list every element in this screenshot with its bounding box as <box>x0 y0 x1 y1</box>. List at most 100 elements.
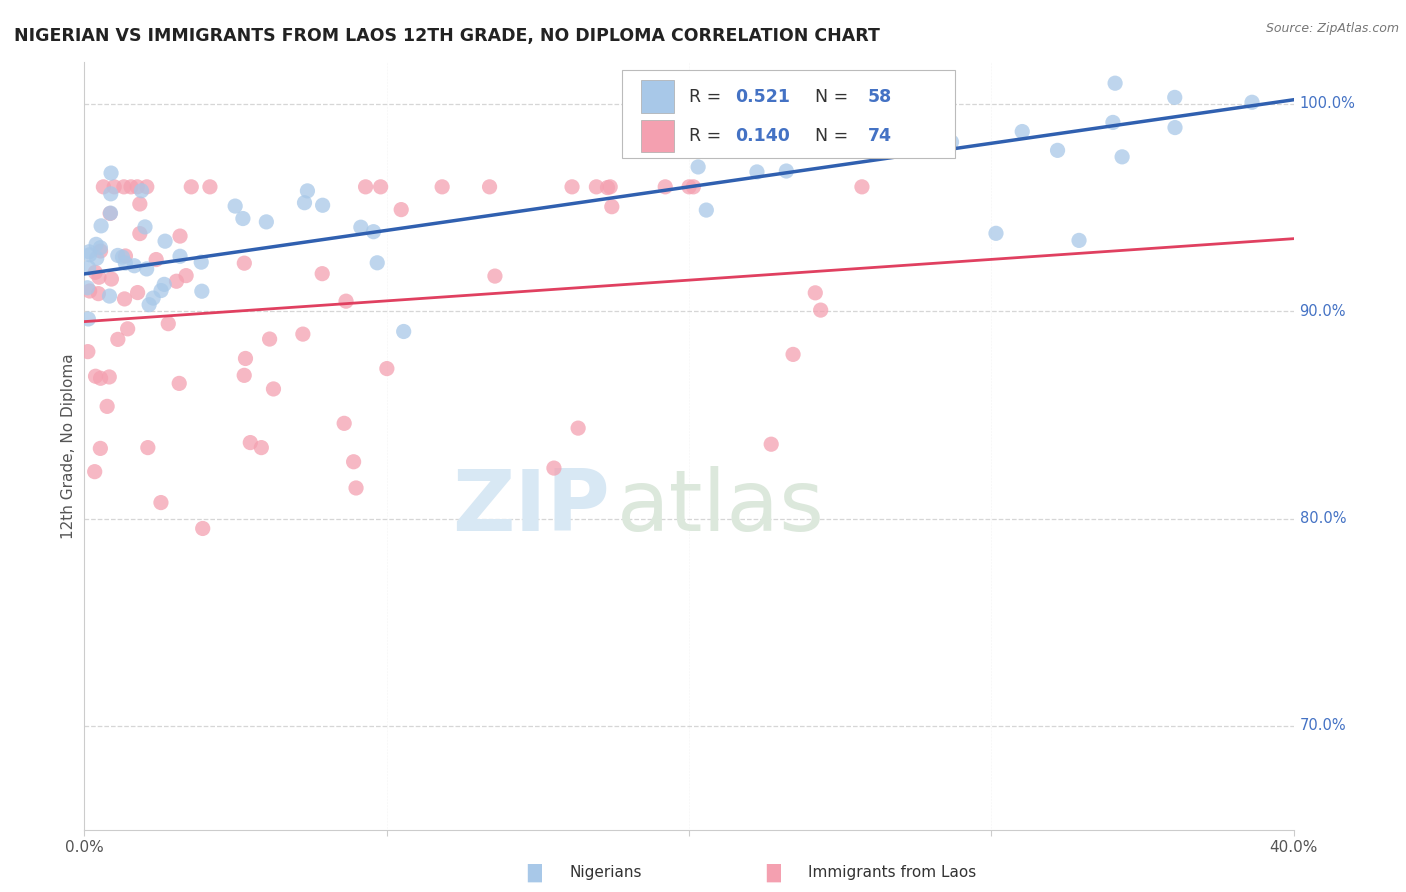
Point <box>235 351 257 366</box>
Text: R =: R = <box>689 128 727 145</box>
Point <box>1111 150 1133 164</box>
Point <box>138 298 160 312</box>
Point <box>782 347 804 361</box>
Point <box>150 284 173 298</box>
Point <box>98 206 121 220</box>
Point <box>392 325 415 339</box>
Point <box>79 248 101 262</box>
Point <box>96 400 118 414</box>
Point <box>98 370 121 384</box>
Point <box>136 441 159 455</box>
Point <box>825 131 848 145</box>
Point <box>239 435 262 450</box>
Point <box>191 521 214 535</box>
Point <box>77 312 100 326</box>
Point <box>77 260 100 275</box>
Point <box>430 179 453 194</box>
Text: 90.0%: 90.0% <box>1299 304 1346 318</box>
Point <box>224 199 246 213</box>
Point <box>745 165 768 179</box>
Point <box>984 227 1007 241</box>
FancyBboxPatch shape <box>641 80 675 112</box>
Text: ZIP: ZIP <box>453 466 610 549</box>
Point <box>1046 144 1069 158</box>
Text: 70.0%: 70.0% <box>1299 718 1346 733</box>
Point <box>250 441 273 455</box>
Text: █: █ <box>766 863 780 881</box>
Point <box>585 179 607 194</box>
Point <box>1164 120 1187 135</box>
Point <box>111 250 134 264</box>
Point <box>100 186 122 201</box>
Point <box>311 198 333 212</box>
Point <box>149 495 172 509</box>
Point <box>254 215 277 229</box>
Point <box>354 179 377 194</box>
Point <box>76 281 98 295</box>
Text: 0.140: 0.140 <box>735 128 790 145</box>
Text: Nigerians: Nigerians <box>569 865 643 880</box>
Text: NIGERIAN VS IMMIGRANTS FROM LAOS 12TH GRADE, NO DIPLOMA CORRELATION CHART: NIGERIAN VS IMMIGRANTS FROM LAOS 12TH GR… <box>14 27 880 45</box>
Point <box>1164 90 1187 104</box>
Point <box>174 268 197 283</box>
Point <box>100 166 122 180</box>
Point <box>135 261 157 276</box>
Point <box>166 274 188 288</box>
Point <box>83 465 105 479</box>
Point <box>259 332 281 346</box>
Text: N =: N = <box>804 87 853 105</box>
Point <box>291 327 314 342</box>
Point <box>654 179 676 194</box>
Y-axis label: 12th Grade, No Diploma: 12th Grade, No Diploma <box>60 353 76 539</box>
Point <box>127 179 149 194</box>
Point <box>89 442 111 456</box>
Text: 100.0%: 100.0% <box>1299 96 1355 112</box>
Point <box>157 317 180 331</box>
Text: 0.521: 0.521 <box>735 87 790 105</box>
Point <box>370 179 392 194</box>
Point <box>478 179 501 194</box>
Point <box>941 135 963 149</box>
Text: R =: R = <box>689 87 727 105</box>
Point <box>135 179 157 194</box>
Point <box>87 270 110 285</box>
Point <box>484 269 506 284</box>
Point <box>107 332 129 346</box>
Point <box>87 286 110 301</box>
Point <box>134 219 156 234</box>
Point <box>851 179 873 194</box>
Point <box>90 371 112 385</box>
Point <box>84 237 107 252</box>
Point <box>120 179 142 194</box>
Point <box>637 106 659 120</box>
Point <box>363 225 385 239</box>
Point <box>311 267 333 281</box>
Point <box>1102 115 1125 129</box>
Point <box>89 241 111 255</box>
Text: Source: ZipAtlas.com: Source: ZipAtlas.com <box>1265 22 1399 36</box>
FancyBboxPatch shape <box>623 70 955 158</box>
Point <box>90 219 112 233</box>
Point <box>233 368 256 383</box>
Point <box>1104 76 1126 90</box>
Point <box>375 361 398 376</box>
Point <box>84 369 107 384</box>
Point <box>389 202 412 217</box>
FancyBboxPatch shape <box>641 120 675 153</box>
Point <box>167 376 190 391</box>
Point <box>142 291 165 305</box>
Point <box>695 203 717 218</box>
Point <box>145 252 167 267</box>
Point <box>100 206 122 220</box>
Point <box>567 421 589 435</box>
Point <box>1240 95 1263 110</box>
Point <box>366 256 388 270</box>
Point <box>128 197 150 211</box>
Point <box>153 234 176 248</box>
Point <box>180 179 202 194</box>
Text: 80.0%: 80.0% <box>1299 511 1346 526</box>
Point <box>682 179 704 194</box>
Point <box>131 184 153 198</box>
Point <box>84 265 107 279</box>
Point <box>599 179 621 194</box>
